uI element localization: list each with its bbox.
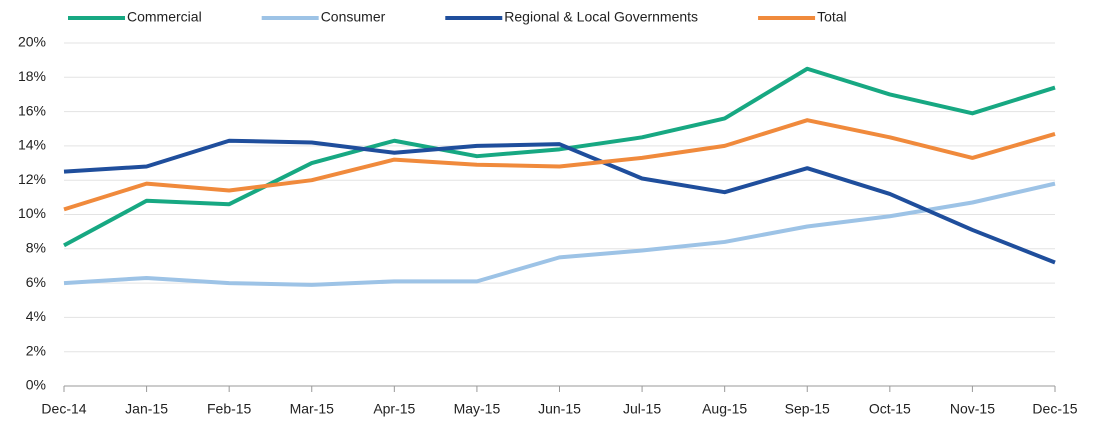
y-tick-label: 8% (26, 240, 46, 256)
x-tick-label: Jan-15 (125, 401, 168, 417)
x-tick-label: Dec-14 (41, 401, 86, 417)
x-tick-label: May-15 (454, 401, 501, 417)
series-line (63, 118, 1056, 212)
x-tick-label: Oct-15 (869, 401, 911, 417)
series-line (63, 66, 1056, 248)
x-tick-label: Nov-15 (950, 401, 995, 417)
y-tick-label: 0% (26, 377, 46, 393)
x-tick-label: Mar-15 (290, 401, 335, 417)
series-line (63, 181, 1056, 287)
y-tick-label: 2% (26, 342, 46, 358)
x-tick-label: Jul-15 (623, 401, 661, 417)
legend-label: Total (817, 9, 847, 25)
legend-label: Consumer (321, 9, 386, 25)
x-tick-label: Apr-15 (373, 401, 415, 417)
y-tick-label: 12% (18, 171, 46, 187)
x-tick-label: Dec-15 (1032, 401, 1077, 417)
x-tick-label: Feb-15 (207, 401, 252, 417)
series-line (63, 138, 1056, 265)
y-tick-label: 14% (18, 137, 46, 153)
legend-label: Regional & Local Governments (504, 9, 698, 25)
y-tick-label: 4% (26, 308, 46, 324)
y-tick-label: 10% (18, 205, 46, 221)
x-tick-label: Jun-15 (538, 401, 581, 417)
x-tick-label: Sep-15 (785, 401, 830, 417)
x-tick-label: Aug-15 (702, 401, 747, 417)
legend-label: Commercial (127, 9, 202, 25)
y-tick-label: 20% (18, 34, 46, 50)
y-tick-label: 16% (18, 102, 46, 118)
y-tick-label: 18% (18, 68, 46, 84)
y-tick-label: 6% (26, 274, 46, 290)
